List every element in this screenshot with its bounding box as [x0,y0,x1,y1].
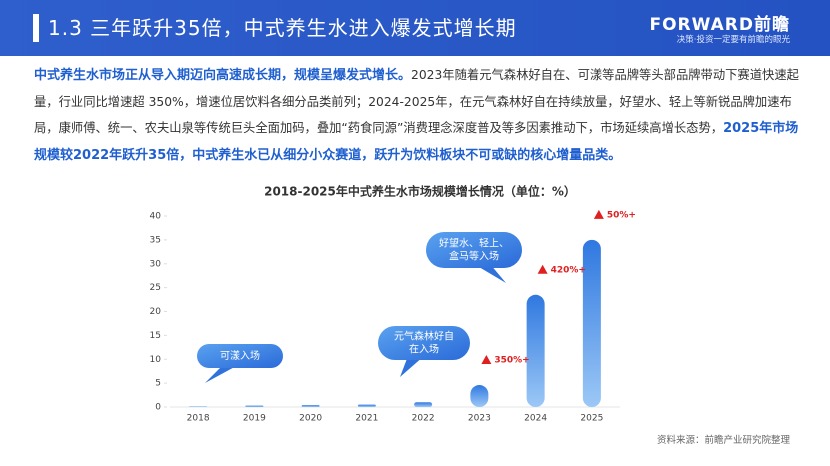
bar [357,404,376,407]
growth-label: 50%+ [607,210,636,220]
x-tick-label: 2020 [299,414,322,424]
callout: 好望水、轻上、盒马等入场 [426,232,522,283]
growth-arrow [593,209,604,219]
y-tick-label: 0 [155,403,161,413]
highlight-text: 2025年市场规模较2022年跃升35倍，中式养生水已从细分小众赛道，跃升为饮料… [34,121,799,163]
callout: 可漾入场 [197,344,283,383]
growth-label: 350%+ [494,356,529,366]
callout-tail [400,356,424,377]
y-tick-label: 35 [150,235,161,245]
source: 资料来源：前瞻产业研究院整理 [656,435,790,446]
y-tick-label: 25 [150,283,161,293]
header: 1.3 三年跃升35倍，中式养生水进入爆发式增长期 FORWARD前瞻 决策·投… [0,0,830,56]
callout-text: 在入场 [409,343,439,356]
callout-box [197,344,283,368]
callout-tail [474,264,506,283]
growth-arrow [481,355,492,365]
y-tick-label: 20 [150,307,162,317]
x-tick-label: 2018 [187,414,210,424]
y-tick-label: 15 [150,331,161,341]
tagline: 决策·投资一定要有前瞻的眼光 [676,35,790,45]
x-tick-label: 2022 [412,414,435,424]
x-tick-label: 2023 [468,414,491,424]
callout-text: 可漾入场 [220,349,260,362]
callout-text: 元气森林好自 [394,330,454,343]
x-tick-label: 2025 [580,414,603,424]
x-tick-label: 2021 [355,414,378,424]
bar [582,239,601,407]
callout-tail [205,364,240,383]
y-tick-label: 40 [150,212,162,222]
body-text: 2023年随着元气森林好自在、可漾等品牌等头部品牌带动下赛道快速起量，行业同比增… [34,68,799,135]
title-accent [33,14,39,42]
bar [301,405,320,407]
callout-box [426,232,522,268]
y-tick-label: 30 [150,259,162,269]
bar [414,402,433,407]
bar [470,385,489,407]
x-tick-label: 2024 [524,414,547,424]
highlight-text: 中式养生水市场正从导入期迈向高速成长期，规模呈爆发式增长。 [34,68,412,83]
callout-box [378,326,470,360]
y-tick-label: 5 [155,379,161,389]
y-tick-label: 10 [150,355,162,365]
growth-label: 420%+ [551,265,586,275]
chart-title: 2018-2025年中式养生水市场规模增长情况（单位：%） [264,184,576,199]
callout-text: 盒马等入场 [449,250,499,263]
paragraph: 中式养生水市场正从导入期迈向高速成长期，规模呈爆发式增长。2023年随着元气森林… [34,62,802,169]
callout-text: 好望水、轻上、 [439,237,509,250]
logo: FORWARD前瞻 [649,15,790,35]
bar [526,294,545,407]
growth-arrow [537,264,548,274]
slide-title: 1.3 三年跃升35倍，中式养生水进入爆发式增长期 [48,16,517,40]
bar [245,405,264,407]
x-tick-label: 2019 [243,414,266,424]
